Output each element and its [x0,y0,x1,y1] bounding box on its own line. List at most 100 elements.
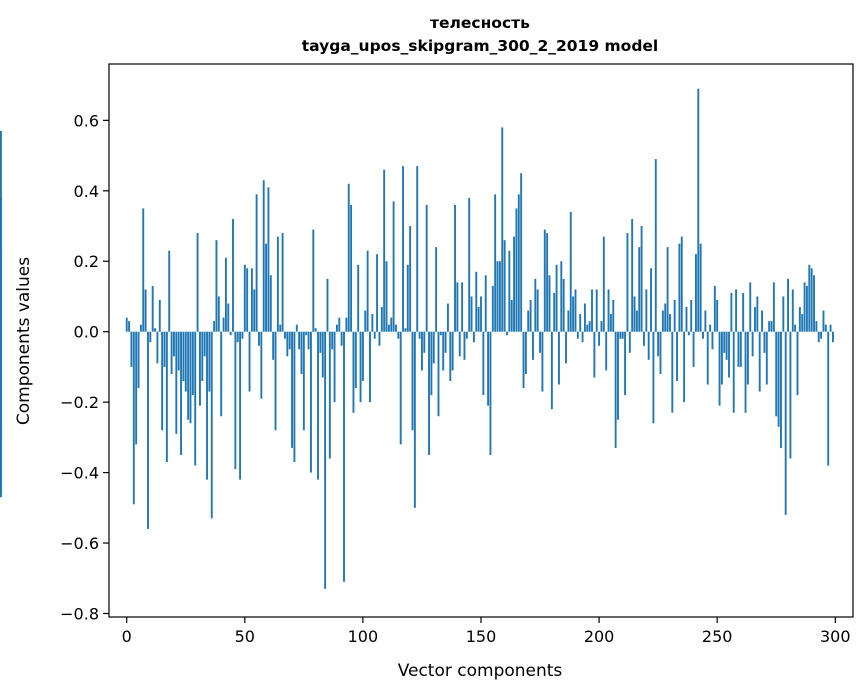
bar-94 [347,183,350,332]
bar-233 [676,331,678,381]
bar-141 [458,331,461,357]
bar-276 [777,331,780,427]
bar-170 [527,310,530,332]
bar-96 [352,331,355,413]
bar-250 [716,299,719,332]
bar-187 [567,310,570,332]
bar-298 [829,324,832,332]
bar-296 [824,324,827,332]
bar-62 [272,331,275,360]
y-tick-label: −0.8 [60,604,99,623]
bar-98 [357,264,360,332]
bar-295 [822,310,825,332]
bar-188 [569,211,572,332]
bar-36 [210,331,213,519]
bar-9 [147,331,149,529]
bar-12 [154,328,156,332]
bar-74 [300,331,303,374]
bar-199 [595,289,598,332]
bar-100 [361,331,364,381]
bar-223 [652,331,655,424]
plot-frame [108,63,854,618]
y-tick-label: 0.6 [74,111,99,130]
bar-173 [534,278,537,332]
bar-277 [780,331,782,448]
bar-201 [600,321,603,332]
bar-161 [506,331,508,336]
bar-123 [416,166,419,332]
bar-244 [702,331,704,339]
bar-53 [250,268,253,332]
bar-34 [206,331,208,480]
bar-175 [539,331,541,353]
bar-51 [246,268,249,332]
bar-93 [345,317,348,332]
bar-122 [413,331,416,508]
bar-264 [749,282,752,332]
bar-212 [626,233,629,332]
bar-19 [170,331,173,374]
bar-27 [189,331,192,424]
bar-248 [711,331,714,350]
bar-232 [673,299,676,332]
bar-48 [239,331,242,480]
bar-284 [796,331,799,396]
bar-65 [279,324,282,332]
y-tick-label: 0.0 [74,323,99,342]
bar-229 [666,247,669,332]
bar-202 [602,236,605,332]
bar-110 [385,261,388,332]
bar-191 [576,331,579,339]
bar-66 [281,233,284,332]
bar-75 [302,331,305,431]
bar-35 [208,331,211,392]
bar-136 [446,303,449,332]
bar-124 [418,331,421,339]
bar-44 [229,331,232,336]
bar-30 [196,233,199,332]
bar-262 [744,331,747,413]
bar-280 [787,278,789,332]
bar-285 [798,307,801,332]
bar-85 [326,278,329,332]
bar-114 [395,324,397,332]
bar-57 [260,331,263,399]
x-axis-ticks: 0 50 100 150 200 250 300 [122,617,851,646]
bar-279 [784,331,787,515]
x-tick-label: 300 [820,627,851,646]
bar-164 [513,236,516,332]
bar-8 [144,289,147,332]
bar-49 [241,331,244,339]
x-tick-label: 50 [235,627,255,646]
chart-title: телесность [430,14,530,32]
bar-130 [432,331,435,364]
bar-203 [605,331,608,371]
bar-282 [791,289,794,332]
bar-215 [633,296,636,332]
bar-218 [640,226,643,332]
bar-37 [213,321,216,332]
x-tick-label: 200 [584,627,615,646]
bar-283 [794,324,797,332]
bar-11 [151,285,154,332]
bar-72 [295,324,298,332]
bar-132 [437,331,440,417]
bar-90 [338,317,341,332]
bar-95 [350,204,353,332]
bar-246 [706,331,709,385]
bar-133 [439,331,442,336]
bar-119 [406,264,409,332]
bar-47 [236,331,239,343]
bar-29 [194,331,197,466]
bar-205 [609,314,612,332]
bar-227 [661,310,664,332]
bar-45 [232,218,234,332]
bar-209 [619,331,622,339]
bar-50 [243,264,246,332]
bar-28 [191,331,194,396]
bar-155 [491,285,494,332]
bar-270 [763,331,766,353]
bar-59 [265,243,268,332]
bar-180 [550,331,553,410]
bar-69 [288,331,291,350]
